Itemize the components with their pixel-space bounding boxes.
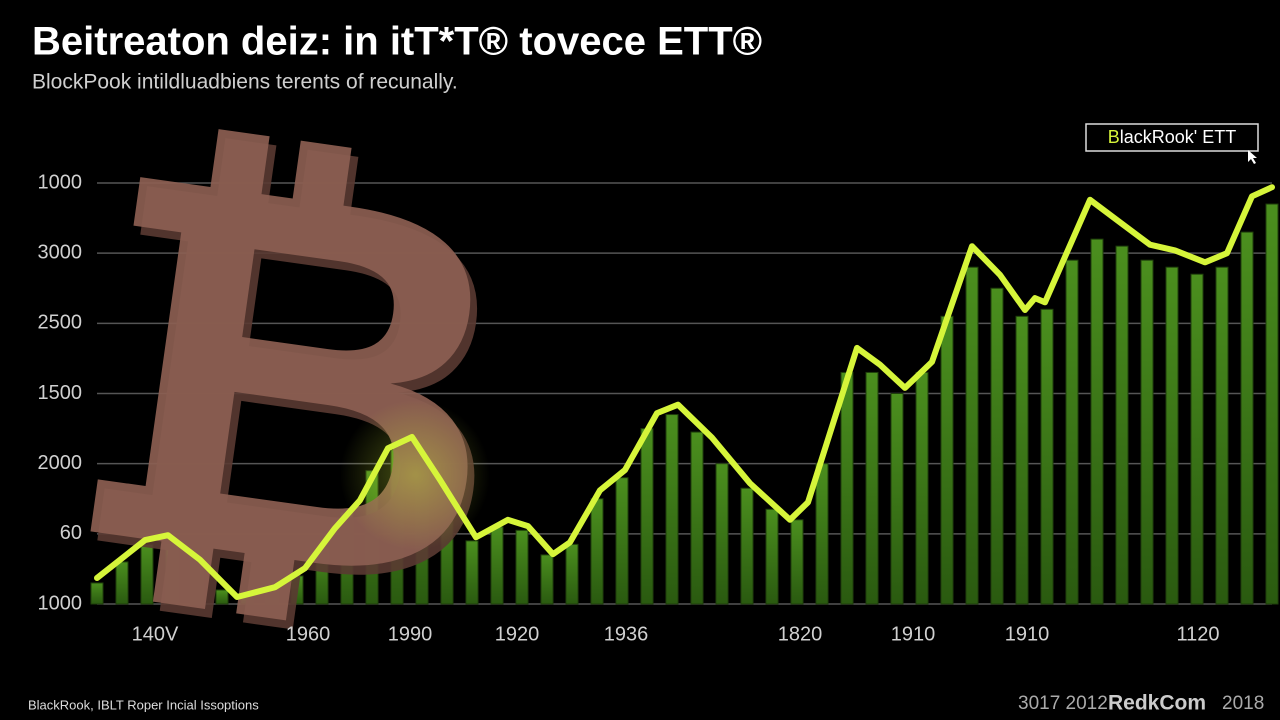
x-tick-label: 1936 — [604, 623, 649, 645]
cursor — [1248, 150, 1257, 164]
bitcoin-logo: ₿ ₿ — [41, 61, 548, 704]
x-tick-label: 1920 — [495, 623, 540, 645]
bar — [790, 519, 804, 605]
bar — [765, 508, 779, 605]
bar — [190, 561, 204, 605]
footer-left: BlackRook, IBLT Roper Incial Issoptions — [28, 697, 259, 712]
y-tick-label: 1000 — [38, 171, 83, 193]
footer-brand: RedkCom — [1108, 692, 1206, 715]
legend-label: BlackRook' ETT — [1108, 127, 1236, 147]
x-tick-label: 1910 — [891, 623, 936, 645]
bar — [865, 371, 879, 605]
x-tick-label: 140V — [132, 623, 179, 645]
y-tick-label: 3000 — [38, 241, 83, 263]
bar — [915, 371, 929, 605]
bar — [1040, 308, 1054, 605]
bar — [840, 371, 854, 605]
axes: 1000 3000 2500 1500 2000 60 1000 140V 1960 1990 19… — [38, 171, 1220, 645]
y-tick-label: 1500 — [38, 382, 83, 404]
bar — [1090, 238, 1104, 605]
bar — [465, 540, 479, 605]
bar — [1265, 203, 1279, 605]
bar — [615, 477, 629, 605]
bar — [815, 463, 829, 605]
y-tick-label: 60 — [60, 522, 82, 544]
x-tick-label: 1910 — [1005, 623, 1050, 645]
bar — [1240, 231, 1254, 605]
legend: BlackRook' ETT — [1085, 123, 1259, 164]
bar — [1065, 259, 1079, 605]
bars — [90, 203, 1279, 605]
legend-box — [1085, 123, 1259, 152]
bar — [990, 287, 1004, 605]
bar — [165, 543, 179, 605]
x-tick-label: 1960 — [286, 623, 331, 645]
bar — [1115, 245, 1129, 605]
x-tick-label: 1990 — [388, 623, 433, 645]
y-tick-label: 2500 — [38, 312, 83, 334]
bar — [540, 554, 554, 605]
bar — [665, 414, 679, 605]
x-tick-label: 1120 — [1176, 623, 1219, 645]
footer-years: 3017 2012 — [1018, 693, 1108, 714]
bar — [90, 582, 104, 605]
glow — [340, 400, 490, 550]
legend-swatch-text: B — [1108, 127, 1120, 147]
bar — [215, 589, 229, 605]
bar — [1015, 315, 1029, 605]
chart-subtitle: BlockPook intildluadbiens terents of rec… — [32, 71, 458, 94]
lines — [94, 184, 1275, 600]
bar — [1190, 273, 1204, 605]
bar — [640, 428, 654, 605]
bar — [715, 463, 729, 605]
line — [94, 184, 1275, 600]
bar — [1140, 259, 1154, 605]
bitcoin-symbol: ₿ — [41, 61, 542, 695]
chart-title: Beitreaton deiz: in itT*T® tovece ETT® — [32, 20, 762, 64]
y-tick-label: 2000 — [38, 452, 83, 474]
bar — [940, 315, 954, 605]
y-tick-label: 1000 — [38, 592, 83, 614]
bar — [565, 543, 579, 605]
bar — [490, 526, 504, 605]
legend-rest: lackRook' ETT — [1120, 127, 1236, 147]
bar — [890, 393, 904, 605]
bar — [1165, 266, 1179, 605]
bar — [740, 487, 754, 605]
bitcoin-shadow: ₿ — [47, 70, 548, 704]
bar — [1215, 266, 1229, 605]
footer-year: 2018 — [1222, 693, 1264, 714]
bar — [140, 543, 154, 605]
bar — [590, 498, 604, 605]
bar — [690, 431, 704, 605]
bar — [965, 266, 979, 605]
x-tick-label: 1820 — [778, 623, 823, 645]
bar — [515, 529, 529, 605]
